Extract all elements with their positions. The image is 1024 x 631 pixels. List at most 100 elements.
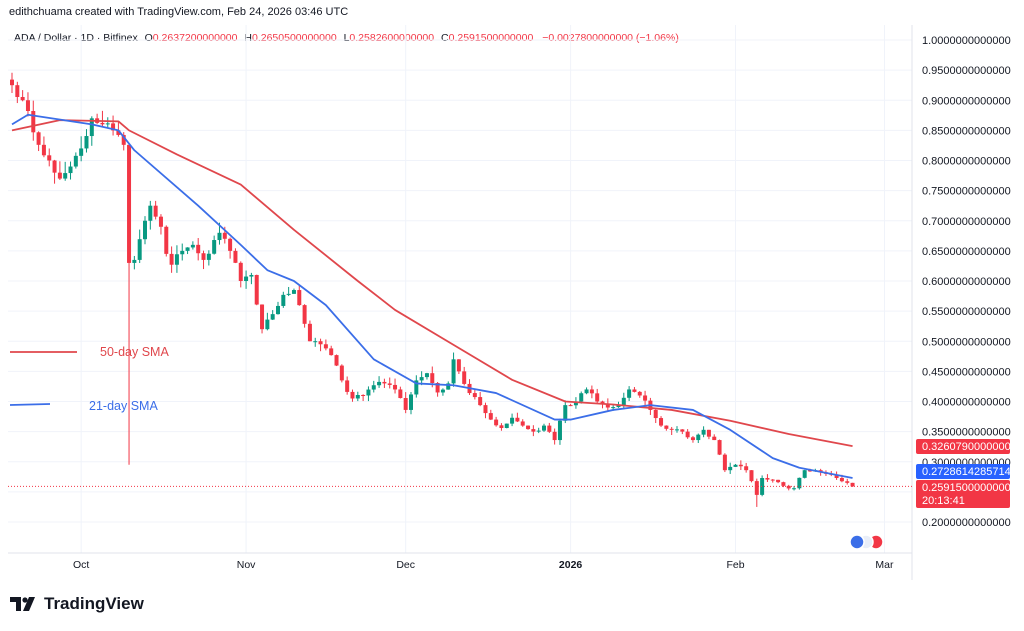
candle-body: [621, 397, 626, 406]
tradingview-logo: TradingView: [10, 594, 144, 614]
y-tick-label: 0.5000000000000: [922, 336, 1011, 348]
candle-body: [228, 238, 233, 251]
open-label: O: [144, 32, 153, 44]
brand-name: TradingView: [44, 594, 144, 613]
candle-body: [792, 488, 797, 490]
candle-body: [270, 314, 275, 320]
candle-body: [371, 385, 376, 390]
candle-body: [377, 381, 382, 386]
y-tick-label: 0.6000000000000: [922, 276, 1011, 288]
x-tick-label: Feb: [726, 559, 744, 571]
candle-body: [244, 276, 249, 281]
candle-body: [664, 425, 669, 429]
candle-body: [600, 401, 605, 405]
candle-body: [121, 134, 126, 145]
high-value: 0.2650500000000: [251, 32, 337, 44]
sma21-badge-bg: [916, 464, 1010, 479]
y-tick-label: 0.2000000000000: [922, 517, 1011, 529]
candle-body: [153, 205, 158, 217]
candle-body: [366, 389, 371, 396]
candle-body: [233, 250, 238, 263]
candle-body: [185, 247, 190, 251]
candle-body: [722, 454, 727, 471]
x-tick-label: Oct: [73, 559, 89, 571]
candle-body: [127, 144, 132, 263]
candle-body: [276, 305, 280, 315]
open-value: 0.2637200000000: [152, 32, 238, 44]
candle-body: [265, 319, 270, 330]
candle-body: [749, 470, 754, 482]
candle-body: [57, 172, 62, 179]
candle-body: [557, 420, 562, 441]
candle-body: [345, 380, 350, 392]
candle-body: [174, 254, 179, 265]
sma21-badge: 0.2728614285714: [922, 466, 1011, 478]
candle-body: [802, 470, 807, 478]
candle-body: [36, 132, 41, 145]
candle-body: [712, 436, 717, 441]
ohlc-legend: ADA / Dollar · 1D · Bitfinex O0.26372000…: [14, 32, 679, 44]
candle-body: [579, 393, 584, 402]
candle-body: [781, 482, 786, 486]
candle-body: [659, 418, 664, 426]
candle-body: [84, 136, 89, 149]
candle-body: [238, 262, 243, 281]
candle-body: [419, 377, 424, 381]
candle-body: [361, 394, 366, 396]
y-tick-label: 0.8000000000000: [922, 156, 1011, 168]
y-tick-label: 0.5500000000000: [922, 306, 1011, 318]
candle-body: [398, 389, 403, 399]
candle-body: [196, 244, 201, 254]
countdown-label: 20:13:41: [922, 495, 965, 507]
candle-body: [669, 428, 674, 430]
candle-body: [595, 393, 600, 402]
candle-body: [132, 259, 137, 263]
y-tick-label: 0.7500000000000: [922, 186, 1011, 198]
candle-body: [350, 391, 355, 399]
candle-body: [760, 478, 765, 495]
candle-body: [563, 405, 568, 421]
high-label: H: [244, 32, 252, 44]
candle-body: [169, 253, 174, 265]
candle-body: [63, 173, 68, 179]
y-tick-label: 0.9000000000000: [922, 95, 1011, 107]
chart-credit: edithchuama created with TradingView.com…: [9, 6, 349, 18]
candle-body: [217, 232, 222, 241]
candle-body: [307, 323, 312, 342]
candle-body: [137, 239, 142, 260]
candle-body: [409, 394, 413, 410]
candle-body: [786, 485, 791, 489]
candle-body: [382, 381, 387, 384]
candle-body: [190, 244, 195, 248]
candle-body: [738, 464, 743, 467]
candle-body: [696, 434, 701, 441]
low-value: 0.2582600000000: [349, 32, 435, 44]
candle-body: [222, 232, 227, 239]
candle-body: [430, 373, 435, 384]
candle-body: [701, 429, 706, 435]
economic-event-flag-icon: [849, 534, 865, 550]
candle-body: [573, 401, 578, 406]
candle-body: [254, 274, 259, 305]
candle-body: [616, 405, 621, 408]
candle-body: [281, 294, 286, 306]
symbol-label[interactable]: ADA / Dollar · 1D · Bitfinex: [14, 32, 138, 44]
candle-body: [297, 290, 302, 306]
low-label: L: [343, 32, 350, 44]
sma50-badge-bg: [916, 439, 1010, 454]
candle-body: [313, 341, 318, 343]
x-tick-label: Mar: [875, 559, 894, 571]
candle-body: [68, 166, 73, 174]
y-tick-label: 1.0000000000000: [922, 35, 1011, 47]
sma21-annotation: 21-day SMA: [89, 399, 158, 413]
y-tick-label: 0.7000000000000: [922, 216, 1011, 228]
candle-body: [100, 122, 105, 125]
close-label: C: [441, 32, 449, 44]
candle-body: [547, 425, 552, 432]
candle-body: [249, 274, 254, 277]
y-tick-label: 0.4500000000000: [922, 366, 1011, 378]
candle-body: [323, 344, 328, 349]
candle-body: [510, 417, 515, 424]
tradingview-logo-icon: [10, 597, 35, 611]
